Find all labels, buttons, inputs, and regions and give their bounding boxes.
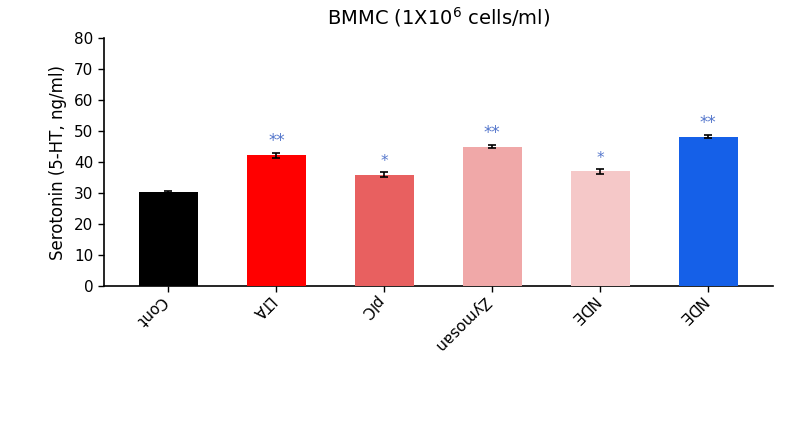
Bar <box>571 171 630 286</box>
Bar <box>139 192 198 286</box>
Text: NDE: NDE <box>567 293 600 327</box>
Text: Cont: Cont <box>132 293 168 329</box>
Text: pIC: pIC <box>356 293 384 321</box>
Text: Zymosan: Zymosan <box>432 293 493 354</box>
Text: LTA: LTA <box>248 293 277 322</box>
Bar <box>247 155 306 286</box>
Text: NDE: NDE <box>674 293 709 327</box>
Text: *: * <box>596 151 604 166</box>
Text: **: ** <box>700 114 717 132</box>
Title: BMMC (1X10$^6$ cells/ml): BMMC (1X10$^6$ cells/ml) <box>327 5 550 29</box>
Bar <box>678 137 738 286</box>
Text: *: * <box>380 154 388 169</box>
Y-axis label: Serotonin (5-HT, ng/ml): Serotonin (5-HT, ng/ml) <box>49 64 67 260</box>
Text: **: ** <box>268 132 285 150</box>
Bar <box>462 147 522 286</box>
Bar <box>355 174 414 286</box>
Text: **: ** <box>484 124 501 141</box>
